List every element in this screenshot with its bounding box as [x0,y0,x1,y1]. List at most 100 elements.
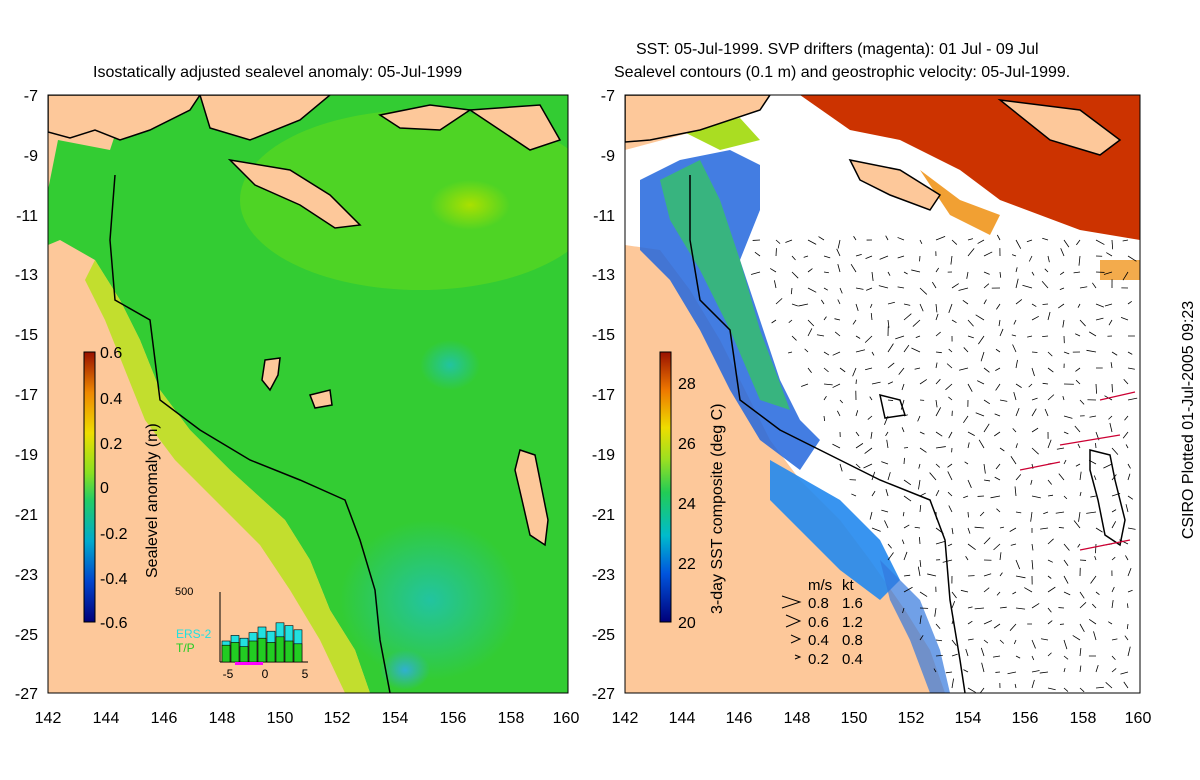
velocity-arrow [967,606,973,609]
velocity-arrow [1015,407,1020,417]
velocity-arrow [1015,559,1021,570]
velocity-arrow [934,607,937,617]
velocity-arrow [887,552,894,561]
velocity-arrow [871,351,875,356]
velocity-arrow [1095,303,1104,308]
velocity-arrow [1011,254,1017,257]
right-y-tick: -27 [592,686,615,703]
velocity-arrow [1031,367,1035,377]
velocity-legend-header-ms: m/s [808,577,832,594]
velocity-arrow [1012,344,1017,353]
velocity-arrow [1007,671,1017,675]
velocity-arrow [1122,431,1129,439]
velocity-arrow [919,505,922,513]
right-x-axis: 142 144 146 148 150 152 154 156 158 160 [612,710,1152,727]
right-y-tick: -19 [592,447,615,464]
velocity-arrow [967,543,976,551]
histogram-bar-tp [230,642,240,663]
velocity-arrow [823,367,829,373]
right-cbar-tick: 24 [678,496,696,513]
velocity-arrow [1104,303,1113,307]
velocity-arrow [1079,665,1082,673]
velocity-arrow [1063,639,1068,650]
velocity-arrow [791,255,796,261]
velocity-arrow [967,442,970,449]
velocity-arrow [975,412,985,417]
right-x-tick: 160 [1125,710,1152,727]
velocity-arrow [919,591,928,597]
velocity-arrow [1014,683,1017,689]
velocity-arrow [1015,359,1018,369]
left-y-tick: -9 [24,148,38,165]
right-y-tick: -25 [592,627,615,644]
velocity-arrow [1031,603,1040,609]
velocity-arrow [983,537,991,545]
velocity-arrow [919,635,924,641]
velocity-arrow [903,479,912,486]
right-y-tick: -21 [592,507,615,524]
velocity-legend: m/s kt 0.8 1.6 0.6 1.2 0.4 0.8 0.2 0.4 [781,577,863,668]
velocity-arrow [785,239,793,243]
velocity-legend-ms: 0.2 [808,651,829,668]
velocity-arrow [978,439,985,449]
left-x-tick: 160 [553,710,580,727]
histogram-bar-tp [221,644,231,663]
velocity-arrow [967,527,971,534]
velocity-arrow [791,271,799,279]
velocity-arrow [1086,349,1097,353]
right-x-tick: 146 [726,710,753,727]
histogram-bar-tp [248,640,258,663]
velocity-arrow [999,328,1004,337]
velocity-arrow [869,396,873,401]
velocity-arrow [935,654,943,657]
velocity-arrow [1073,520,1081,529]
velocity-arrow [1127,589,1133,593]
velocity-arrow [1063,655,1069,660]
velocity-arrow [960,589,969,593]
velocity-arrow [834,318,841,321]
velocity-arrow [836,410,841,417]
velocity-arrow [946,363,953,369]
histogram-top-label: 500 [175,586,193,598]
velocity-arrow [1123,378,1129,385]
left-cbar-tick: 0.4 [100,391,122,408]
velocity-arrow [1095,443,1097,449]
velocity-arrow [1092,282,1097,289]
velocity-arrow [919,287,928,295]
velocity-arrow [1011,334,1017,337]
velocity-arrow [855,253,862,257]
velocity-arrow [1095,317,1104,321]
velocity-arrow [1027,335,1033,338]
velocity-arrow [931,281,937,289]
velocity-arrow [1047,575,1052,579]
histogram-bar-tp [284,640,294,663]
velocity-arrow [1078,511,1081,522]
velocity-arrow [1127,567,1132,577]
velocity-arrow [1088,619,1097,625]
velocity-arrow [769,268,777,273]
velocity-arrow [919,239,923,245]
velocity-arrow [1111,447,1119,455]
velocity-arrow [807,239,817,245]
velocity-arrow [935,463,941,468]
velocity-arrow [887,319,890,328]
velocity-arrow [1075,333,1081,337]
velocity-arrow [836,248,841,257]
velocity-arrow [912,319,921,327]
left-x-tick: 142 [35,710,62,727]
velocity-arrow [832,443,841,449]
velocity-arrow [807,287,817,293]
velocity-arrow [951,653,958,657]
left-y-tick: -19 [15,447,38,464]
left-cbar-tick: 0.2 [100,436,122,453]
right-x-tick: 144 [669,710,696,727]
velocity-arrow [1058,473,1065,481]
velocity-arrow [1127,495,1134,500]
velocity-legend-header-kt: kt [842,577,855,594]
velocity-arrow [1127,300,1132,305]
velocity-arrow [1073,271,1081,274]
velocity-arrow [801,383,809,387]
velocity-arrow [1042,335,1049,338]
velocity-arrow [979,511,985,517]
velocity-arrow [1044,268,1049,273]
